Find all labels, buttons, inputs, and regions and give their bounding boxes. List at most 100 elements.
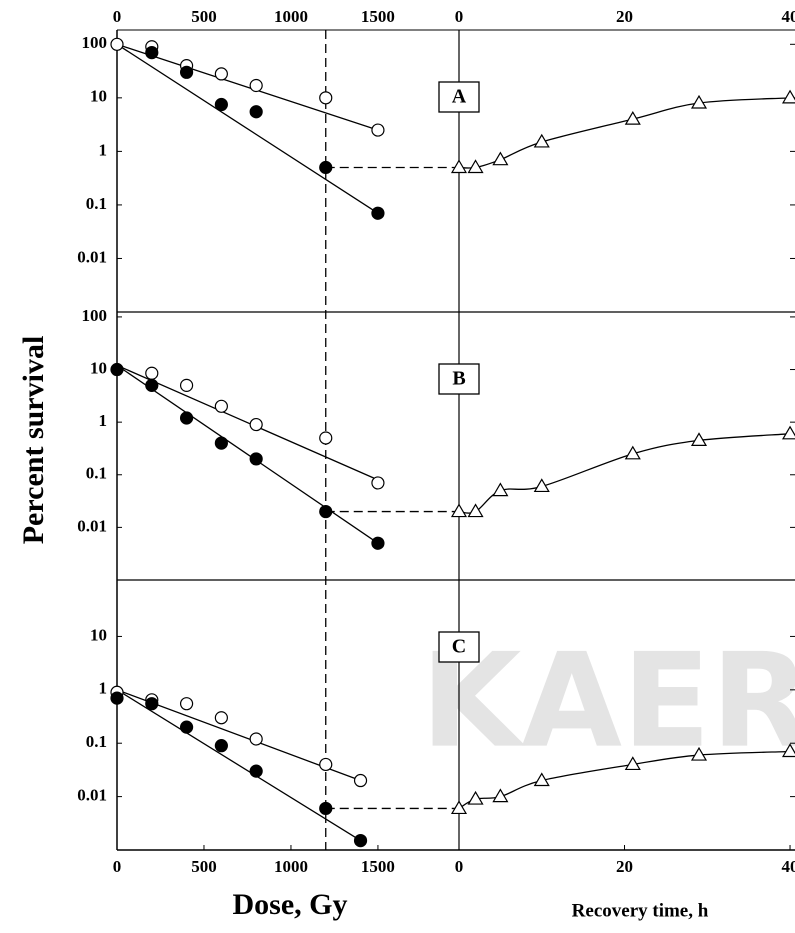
x-tick-label: 1500	[361, 857, 395, 876]
filled-point	[353, 833, 368, 848]
filled-point	[179, 65, 194, 79]
recovery-curve	[458, 433, 791, 514]
open-point	[179, 697, 194, 711]
y-tick-label: 10	[90, 358, 107, 377]
y-tick-label: 0.01	[77, 786, 107, 805]
open-point	[214, 399, 228, 413]
triangle-point	[467, 790, 484, 805]
filled-point	[179, 411, 194, 425]
y-tick-label: 1	[99, 679, 108, 698]
y-tick-label: 0.01	[77, 516, 107, 535]
open-point	[110, 37, 124, 51]
filled-point	[145, 45, 159, 60]
open-point	[249, 78, 263, 93]
filled-point	[214, 436, 228, 450]
open-point	[371, 123, 385, 137]
recovery-curve	[458, 97, 791, 169]
open-point	[249, 417, 263, 432]
x-tick-label: 1000	[274, 857, 308, 876]
watermark: KAERI	[421, 625, 795, 777]
fit-line	[116, 689, 361, 842]
open-point	[179, 378, 194, 392]
filled-point	[110, 691, 124, 705]
x-tick-label: 1500	[361, 7, 395, 26]
panel-label: C	[452, 636, 466, 658]
y-tick-label: 0.1	[86, 464, 107, 483]
triangle-point	[492, 788, 509, 803]
panel-label-box	[438, 81, 480, 113]
triangle-point	[781, 89, 795, 104]
y-tick-label: 100	[82, 33, 108, 52]
triangle-point	[533, 478, 550, 493]
filled-point	[145, 378, 159, 392]
fit-line	[116, 364, 379, 544]
filled-point	[214, 739, 228, 753]
fit-line	[116, 43, 379, 131]
filled-point	[319, 160, 333, 175]
y-tick-label: 0.1	[86, 732, 107, 751]
open-point	[353, 773, 368, 788]
fit-line	[116, 43, 379, 214]
filled-point	[371, 536, 385, 550]
triangle-point	[450, 159, 468, 174]
triangle-point	[781, 743, 795, 758]
x-tick-label: 500	[191, 7, 217, 26]
y-tick-label: 10	[90, 87, 107, 106]
open-point	[145, 366, 159, 380]
filled-point	[249, 452, 263, 466]
x-tick-label: 0	[113, 857, 122, 876]
y-tick-label: 10	[90, 625, 107, 644]
x2-tick-label: 40	[782, 857, 795, 876]
y-axis-title: Percent survival	[17, 336, 50, 545]
open-point	[214, 67, 228, 81]
x2-axis-title: Recovery time, h	[572, 900, 709, 921]
triangle-point	[533, 772, 550, 787]
triangle-point	[533, 133, 550, 148]
y-tick-label: 0.1	[86, 194, 107, 213]
panel-label: B	[452, 368, 465, 390]
open-point	[249, 732, 263, 746]
x2-tick-label: 20	[616, 7, 633, 26]
filled-point	[319, 801, 333, 816]
x2-tick-label: 40	[782, 7, 795, 26]
x-tick-label: 0	[113, 7, 122, 26]
filled-point	[319, 504, 333, 519]
triangle-point	[690, 94, 708, 109]
open-point	[214, 711, 228, 725]
triangle-point	[467, 503, 484, 518]
y-tick-label: 0.01	[77, 247, 107, 266]
triangle-point	[624, 756, 641, 771]
panel-label-box	[438, 363, 480, 395]
open-point	[319, 757, 333, 772]
filled-point	[145, 697, 159, 711]
filled-point	[179, 720, 194, 734]
panel-label-box	[438, 631, 480, 663]
filled-point	[371, 206, 385, 220]
filled-point	[249, 105, 263, 119]
open-point	[319, 91, 333, 105]
x-tick-label: 500	[191, 857, 217, 876]
triangle-point	[492, 151, 509, 166]
open-point	[371, 476, 385, 490]
triangle-point	[450, 800, 468, 815]
triangle-point	[624, 110, 641, 125]
x2-tick-label: 0	[455, 7, 464, 26]
triangle-point	[492, 482, 509, 497]
triangle-point	[467, 159, 484, 174]
triangle-point	[690, 432, 708, 446]
filled-point	[214, 97, 228, 112]
x2-tick-label: 0	[455, 857, 464, 876]
filled-point	[249, 764, 263, 778]
fit-line	[116, 364, 379, 481]
triangle-point	[624, 445, 641, 460]
x2-tick-label: 20	[616, 857, 633, 876]
y-tick-label: 1	[99, 140, 108, 159]
panel-label: A	[452, 86, 467, 108]
y-tick-label: 1	[99, 411, 108, 430]
triangle-point	[450, 503, 468, 518]
filled-point	[110, 362, 124, 377]
open-point	[319, 431, 333, 445]
triangle-point	[690, 746, 708, 761]
y-tick-label: 100	[82, 306, 108, 325]
